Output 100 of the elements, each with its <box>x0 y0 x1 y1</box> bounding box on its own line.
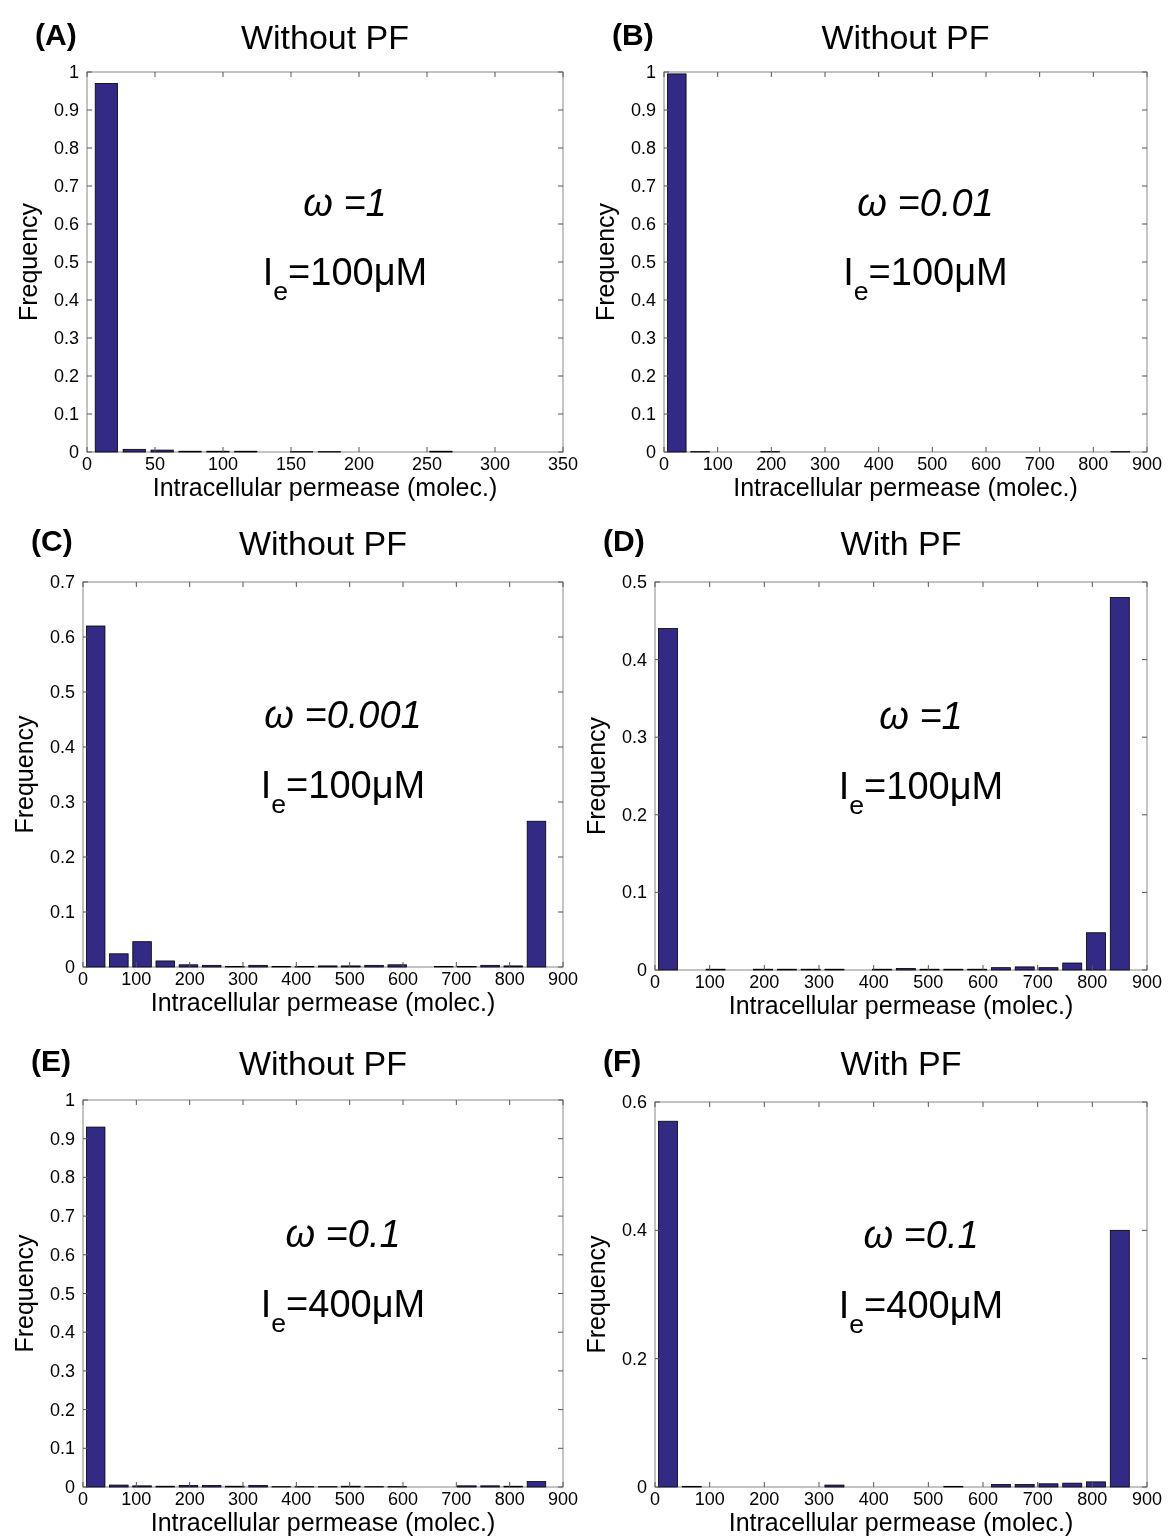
y-tick-label: 0.9 <box>49 1128 75 1149</box>
annotation: ω =1 <box>303 182 387 225</box>
x-tick-label: 100 <box>694 972 725 992</box>
x-axis-title: Intracellular permease (molec.) <box>728 1508 1074 1536</box>
text: (B) <box>612 18 654 51</box>
x-tick-label: 800 <box>494 1489 525 1509</box>
annotation: ω =0.01 <box>857 182 994 225</box>
x-tick-label: 100 <box>694 1489 725 1509</box>
x-axis-title: Intracellular permease (molec.) <box>728 991 1074 1019</box>
y-tick-label: 0.8 <box>49 1167 75 1188</box>
x-tick-label: 0 <box>81 454 93 474</box>
y-tick-label: 0.9 <box>630 100 656 120</box>
text: (D) <box>603 524 645 557</box>
y-tick-label: 0.6 <box>49 627 75 647</box>
x-tick-label: 300 <box>803 972 835 992</box>
chart-title: Without PF <box>821 18 990 56</box>
x-tick-label: 900 <box>1131 972 1163 992</box>
y-tick-label: 0.2 <box>53 366 79 386</box>
x-tick-label: 100 <box>121 1489 152 1509</box>
x-tick-label: 800 <box>494 969 525 989</box>
x-tick-label: 800 <box>1077 972 1108 992</box>
annotation: ω =0.001 <box>264 694 422 737</box>
x-tick-label: 600 <box>970 454 1002 474</box>
x-tick-label: 350 <box>547 454 579 474</box>
x-axis-title: Intracellular permease (molec.) <box>152 473 498 501</box>
text: (F) <box>603 1044 642 1077</box>
y-tick-label: 0.2 <box>49 847 75 867</box>
y-tick-label: 0.8 <box>630 138 656 158</box>
y-tick-label: 0.5 <box>49 1283 75 1304</box>
x-tick-label: 600 <box>387 1489 419 1509</box>
x-tick-label: 200 <box>343 454 375 474</box>
y-tick-label: 0.5 <box>53 252 79 272</box>
y-tick-label: 0.1 <box>53 404 79 424</box>
y-tick-label: 0.5 <box>630 252 656 272</box>
y-tick-label: 1 <box>64 1090 75 1110</box>
x-tick-label: 500 <box>334 969 365 989</box>
x-axis-title: Intracellular permease (molec.) <box>150 1508 496 1536</box>
y-axis-title: Frequency <box>10 714 38 834</box>
x-tick-label: 200 <box>174 1489 205 1509</box>
y-axis-title: Frequency <box>10 1233 38 1353</box>
y-tick-label: 0.3 <box>53 328 79 348</box>
y-tick-label: 0.7 <box>49 572 75 592</box>
x-tick-label: 500 <box>917 454 948 474</box>
x-tick-label: 700 <box>1022 1489 1053 1509</box>
x-tick-label: 300 <box>809 454 841 474</box>
x-axis-title: Intracellular permease (molec.) <box>733 473 1078 501</box>
x-tick-label: 400 <box>281 969 312 989</box>
x-tick-label: 300 <box>479 454 511 474</box>
x-tick-label: 100 <box>702 454 733 474</box>
y-tick-label: 0.2 <box>630 366 656 386</box>
annotation: ω =1 <box>879 695 963 738</box>
annotation: I$_{e}$=100μM <box>843 250 1008 306</box>
x-tick-label: 600 <box>967 1489 999 1509</box>
x-tick-label: 400 <box>858 972 889 992</box>
y-tick-label: 0.7 <box>630 176 656 196</box>
y-tick-label: 0.3 <box>621 727 647 748</box>
x-tick-label: 700 <box>1022 972 1053 992</box>
y-tick-label: 0.6 <box>621 1092 647 1112</box>
x-tick-label: 800 <box>1078 454 1109 474</box>
x-tick-label: 300 <box>227 969 259 989</box>
annotation: I$_{e}$=400μM <box>838 1283 1004 1339</box>
y-tick-label: 0.4 <box>621 649 647 670</box>
x-tick-label: 500 <box>913 972 944 992</box>
y-axis-title: Frequency <box>582 716 610 836</box>
x-tick-label: 700 <box>1024 454 1055 474</box>
x-tick-label: 200 <box>749 1489 780 1509</box>
x-tick-label: 300 <box>803 1489 835 1509</box>
x-tick-label: 250 <box>411 454 443 474</box>
y-tick-label: 0.7 <box>53 176 79 196</box>
chart-title: Without PF <box>238 524 408 562</box>
y-axis-title: Frequency <box>14 202 42 322</box>
x-tick-label: 900 <box>547 1489 579 1509</box>
annotation: I$_{e}$=400μM <box>260 1282 426 1338</box>
x-tick-label: 600 <box>967 972 999 992</box>
annotation: ω =0.1 <box>863 1214 979 1257</box>
x-tick-label: 400 <box>863 454 894 474</box>
x-tick-label: 900 <box>1131 454 1163 474</box>
y-tick-label: 0.3 <box>49 792 75 812</box>
x-tick-label: 200 <box>756 454 787 474</box>
x-tick-label: 700 <box>441 1489 472 1509</box>
x-tick-label: 50 <box>144 454 166 474</box>
annotation: I$_{e}$=100μM <box>260 763 426 819</box>
annotation: I$_{e}$=100μM <box>838 765 1004 821</box>
y-tick-label: 0.3 <box>49 1360 75 1381</box>
x-tick-label: 400 <box>858 1489 889 1509</box>
text: (C) <box>31 524 73 557</box>
chart-title: Without PF <box>238 1044 408 1082</box>
y-tick-label: 0.2 <box>621 804 647 825</box>
y-tick-label: 0.5 <box>49 682 75 702</box>
y-axis-title: Frequency <box>591 202 619 322</box>
x-tick-label: 100 <box>207 454 239 474</box>
y-tick-label: 0.9 <box>53 100 79 120</box>
y-tick-label: 0.4 <box>49 737 75 757</box>
y-tick-label: 0.2 <box>621 1348 647 1369</box>
x-tick-label: 100 <box>121 969 152 989</box>
y-tick-label: 0.4 <box>53 290 79 310</box>
x-tick-label: 300 <box>227 1489 259 1509</box>
x-axis-title: Intracellular permease (molec.) <box>150 988 496 1016</box>
y-tick-label: 0.5 <box>621 572 647 592</box>
y-tick-label: 0.1 <box>49 902 75 922</box>
